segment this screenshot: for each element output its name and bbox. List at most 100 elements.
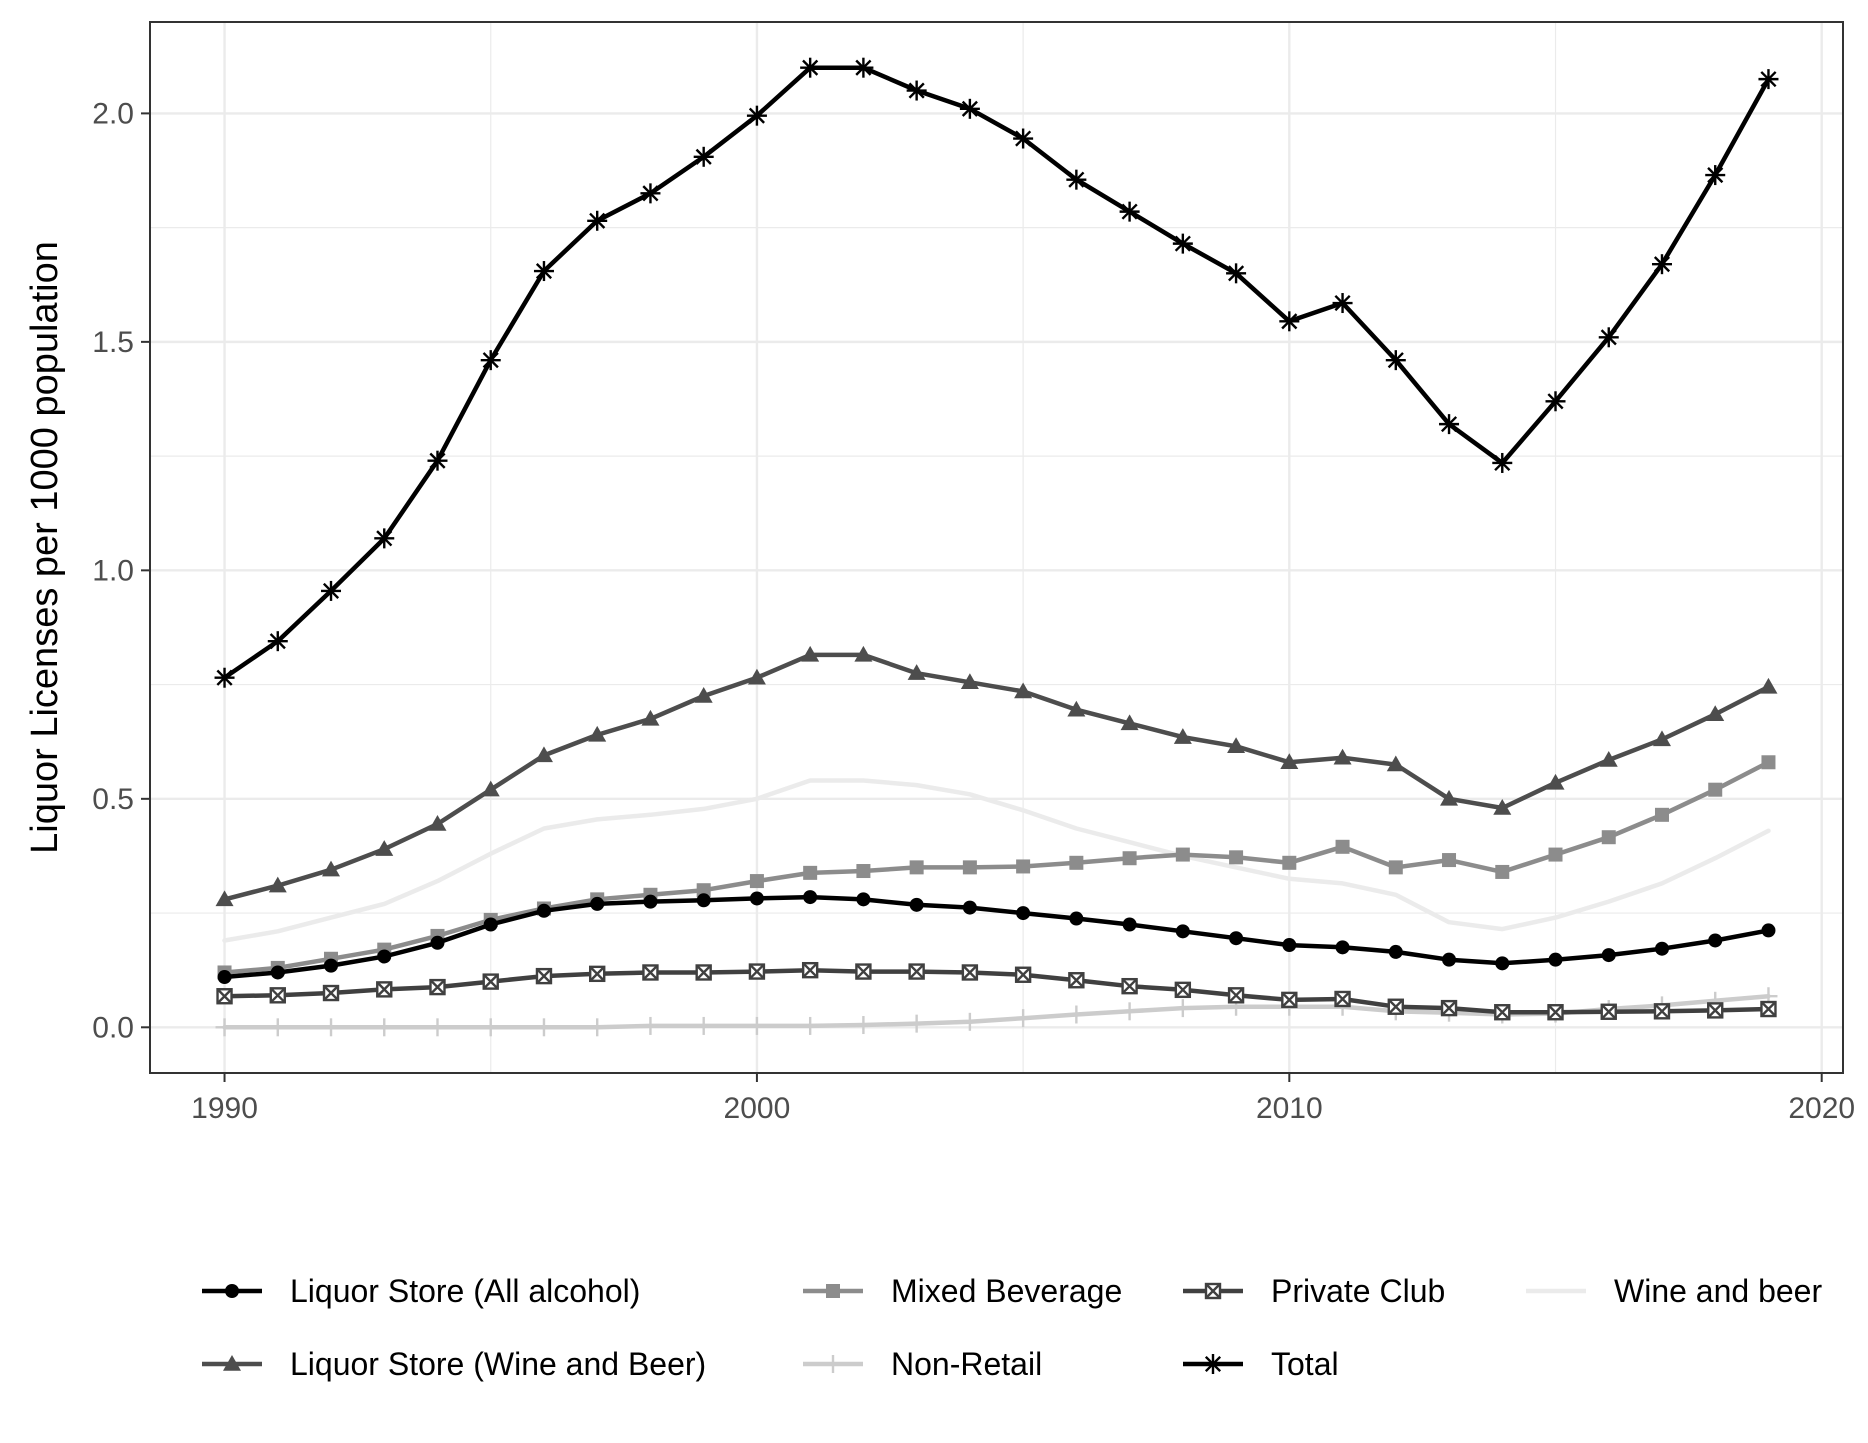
point-marker — [1760, 1000, 1777, 1018]
point-marker — [1175, 847, 1190, 862]
point-marker — [1332, 293, 1353, 314]
point-marker — [374, 528, 395, 549]
point-marker — [749, 891, 764, 906]
point-marker — [588, 725, 607, 742]
point-marker — [641, 709, 660, 726]
point-marker — [854, 645, 873, 662]
point-marker — [215, 890, 234, 907]
point-marker — [960, 1012, 979, 1031]
marker-stroke — [908, 963, 925, 980]
point-marker — [587, 210, 608, 231]
point-marker — [1599, 750, 1618, 767]
point-marker — [375, 1018, 394, 1037]
point-marker — [640, 183, 661, 204]
point-marker — [536, 903, 551, 918]
marker-stroke — [908, 82, 925, 99]
point-marker — [322, 1018, 341, 1037]
point-marker — [696, 883, 711, 898]
point-marker — [376, 981, 393, 998]
marker-stroke — [802, 962, 819, 979]
point-marker — [1493, 798, 1512, 815]
point-marker — [322, 860, 341, 877]
point-marker — [907, 664, 926, 680]
marker-stroke — [536, 968, 552, 984]
point-marker — [1495, 864, 1510, 879]
x-tick-label: 2020 — [1788, 1092, 1855, 1125]
point-marker — [216, 988, 233, 1005]
point-marker — [1442, 952, 1457, 967]
point-marker — [800, 57, 821, 78]
series-line — [222, 967, 1771, 1015]
legend-item-total: Total — [1183, 1346, 1339, 1382]
marker-stroke — [1121, 203, 1138, 220]
marker-stroke — [1228, 987, 1244, 1004]
point-marker — [1282, 855, 1297, 870]
point-marker — [267, 631, 288, 652]
point-marker — [694, 687, 713, 703]
point-marker — [268, 876, 287, 893]
point-marker — [375, 840, 394, 856]
point-marker — [909, 860, 924, 875]
point-marker — [856, 864, 871, 879]
point-marker — [1335, 940, 1350, 955]
marker-stroke — [748, 107, 765, 124]
marker-stroke — [1121, 978, 1138, 995]
point-marker — [1229, 931, 1244, 946]
point-marker — [480, 350, 501, 371]
marker-stroke — [1281, 992, 1298, 1008]
marker-stroke — [1174, 235, 1191, 252]
series-private-club — [216, 961, 1777, 1021]
marker-stroke — [1600, 1003, 1617, 1020]
y-tick-label: 0.0 — [92, 1011, 134, 1044]
marker-stroke — [1600, 329, 1617, 346]
point-marker — [1173, 728, 1192, 744]
point-marker — [483, 917, 498, 932]
point-marker — [270, 965, 285, 980]
series-line — [222, 760, 1771, 975]
point-marker — [853, 57, 874, 78]
point-marker — [588, 1018, 607, 1037]
point-marker — [1440, 999, 1458, 1017]
point-marker — [268, 1018, 287, 1037]
y-tick-label: 0.5 — [92, 783, 134, 816]
marker-stroke — [482, 352, 499, 369]
marker-stroke — [376, 530, 393, 547]
series-line — [222, 652, 1771, 902]
point-marker — [1386, 755, 1405, 772]
point-marker — [1121, 977, 1138, 995]
point-marker — [1120, 714, 1139, 731]
point-marker — [854, 1016, 873, 1035]
point-marker — [1068, 972, 1085, 989]
point-marker — [321, 580, 342, 601]
marker-stroke — [962, 964, 978, 981]
marker-stroke — [535, 262, 553, 280]
point-marker — [377, 949, 392, 964]
point-marker — [1203, 1354, 1223, 1374]
marker-stroke — [376, 981, 393, 998]
point-marker — [803, 865, 818, 880]
point-marker — [1226, 263, 1247, 284]
point-marker — [1600, 1003, 1617, 1020]
point-marker — [748, 963, 766, 980]
legend-item-liquor-store-all-alcohol: Liquor Store (All alcohol) — [202, 1273, 640, 1309]
point-marker — [1227, 987, 1245, 1004]
point-marker — [1229, 850, 1244, 865]
y-tick-label: 2.0 — [92, 97, 134, 130]
point-marker — [1548, 952, 1563, 967]
point-marker — [589, 965, 606, 983]
point-marker — [1173, 999, 1192, 1018]
point-marker — [1601, 830, 1616, 845]
marker-stroke — [1281, 313, 1298, 330]
y-tick-label: 1.0 — [92, 554, 134, 587]
marker-stroke — [1547, 1004, 1564, 1021]
point-marker — [1227, 737, 1246, 754]
marker-stroke — [482, 973, 499, 990]
point-marker — [801, 645, 820, 662]
point-marker — [1442, 853, 1457, 868]
point-marker — [643, 894, 658, 909]
marker-stroke — [1228, 265, 1245, 282]
point-marker — [214, 667, 235, 688]
series-liquor-store-all-alcohol — [217, 890, 1776, 985]
